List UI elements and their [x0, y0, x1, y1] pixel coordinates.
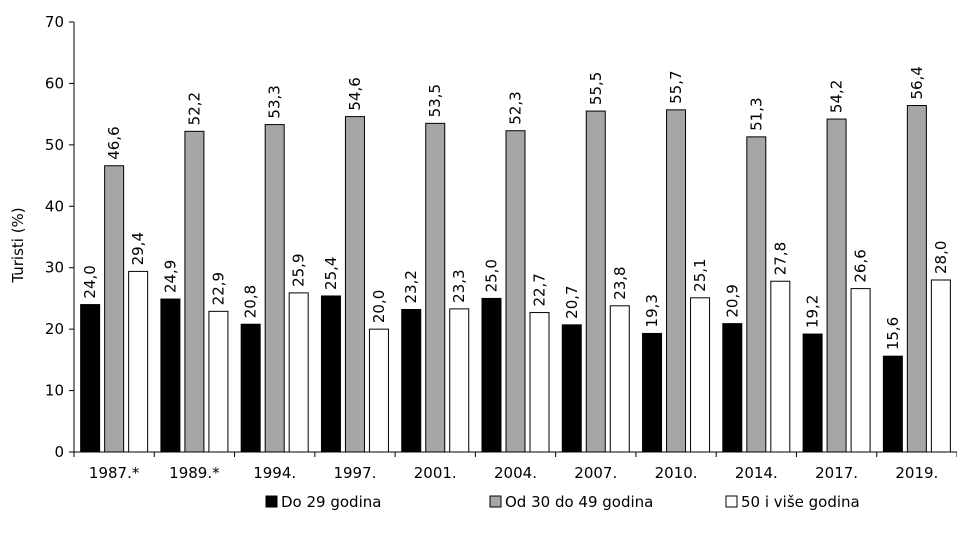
plot-area: 0 10 20 30 40 50 60 70 24,0 46,6 29,4 1987.* 24,9 52,… — [45, 13, 957, 482]
legend-swatch — [725, 495, 738, 508]
bar — [722, 323, 743, 453]
data-label: 23,3 — [450, 269, 468, 302]
bar — [208, 310, 229, 453]
y-tick-label: 50 — [45, 136, 64, 154]
y-tick-label: 60 — [45, 74, 64, 92]
data-label: 25,1 — [691, 258, 709, 291]
bar — [264, 124, 285, 453]
legend-label: Do 29 godina — [281, 493, 381, 511]
bar — [850, 288, 871, 453]
bar — [288, 292, 309, 453]
data-label: 28,0 — [932, 241, 950, 274]
data-label: 25,9 — [290, 253, 308, 286]
data-label: 22,7 — [531, 273, 549, 306]
data-label: 53,5 — [426, 84, 444, 117]
bar — [930, 279, 951, 453]
bar — [906, 105, 927, 453]
y-axis-title: Turisti (%) — [9, 207, 27, 283]
bar — [449, 308, 470, 453]
bar — [770, 280, 791, 453]
data-label: 52,2 — [185, 92, 203, 125]
data-label: 25,4 — [322, 257, 340, 290]
x-tick-label: 1994. — [253, 464, 296, 482]
bar — [368, 328, 389, 453]
bar — [826, 118, 847, 453]
data-label: 20,8 — [242, 285, 260, 318]
data-label: 22,9 — [209, 272, 227, 305]
data-label: 53,3 — [266, 85, 284, 118]
x-tick-label: 2019. — [895, 464, 938, 482]
bar — [425, 122, 446, 453]
y-tick-label: 40 — [45, 197, 64, 215]
data-label: 23,8 — [611, 266, 629, 299]
data-label: 24,0 — [81, 265, 99, 298]
x-tick-label: 1987.* — [89, 464, 140, 482]
data-label: 20,0 — [370, 290, 388, 323]
bar — [609, 305, 630, 453]
x-tick-label: 1989.* — [169, 464, 220, 482]
data-label: 25,0 — [483, 259, 501, 292]
x-tick-label: 1997. — [333, 464, 376, 482]
bar — [505, 130, 526, 453]
legend-swatch — [489, 495, 502, 508]
bar — [344, 116, 365, 453]
data-label: 51,3 — [747, 97, 765, 130]
legend-label: 50 i više godina — [741, 493, 860, 511]
x-tick-label: 2001. — [414, 464, 457, 482]
data-label: 54,6 — [346, 77, 364, 110]
data-label: 55,5 — [587, 72, 605, 105]
bar — [529, 312, 550, 453]
y-tick-label: 20 — [45, 320, 64, 338]
bar — [882, 355, 903, 453]
bar — [320, 295, 341, 453]
bar — [802, 333, 823, 453]
bar — [642, 332, 663, 453]
legend-label: Od 30 do 49 godina — [505, 493, 653, 511]
data-label: 15,6 — [884, 317, 902, 350]
x-tick-label: 2014. — [735, 464, 778, 482]
bar — [160, 298, 181, 453]
data-label: 19,2 — [804, 295, 822, 328]
data-label: 20,9 — [723, 284, 741, 317]
bar — [690, 297, 711, 453]
x-tick-label: 2004. — [494, 464, 537, 482]
bar — [585, 110, 606, 453]
bar — [128, 270, 149, 453]
bar — [401, 308, 422, 453]
bar — [746, 136, 767, 453]
data-label: 55,7 — [667, 70, 685, 103]
data-label: 20,7 — [563, 285, 581, 318]
data-label: 52,3 — [507, 91, 525, 124]
x-tick-label: 2007. — [574, 464, 617, 482]
data-label: 56,4 — [908, 66, 926, 99]
bar — [481, 297, 502, 453]
data-label: 29,4 — [129, 232, 147, 265]
bar — [184, 130, 205, 453]
bar — [666, 109, 687, 453]
data-label: 24,9 — [161, 260, 179, 293]
data-label: 46,6 — [105, 126, 123, 159]
y-tick-label: 30 — [45, 259, 64, 277]
y-tick-label: 0 — [54, 443, 64, 461]
bar — [104, 165, 125, 453]
y-tick-label: 10 — [45, 382, 64, 400]
legend-swatch — [265, 495, 278, 508]
bar — [240, 323, 261, 453]
data-label: 27,8 — [771, 242, 789, 275]
data-label: 23,2 — [402, 270, 420, 303]
x-tick-label: 2010. — [655, 464, 698, 482]
data-label: 26,6 — [852, 249, 870, 282]
data-label: 54,2 — [828, 80, 846, 113]
bar — [80, 304, 101, 453]
x-tick-label: 2017. — [815, 464, 858, 482]
bar — [561, 324, 582, 453]
y-tick-label: 70 — [45, 13, 64, 31]
data-label: 19,3 — [643, 294, 661, 327]
legend: Do 29 godina Od 30 do 49 godina 50 i više … — [265, 493, 860, 511]
